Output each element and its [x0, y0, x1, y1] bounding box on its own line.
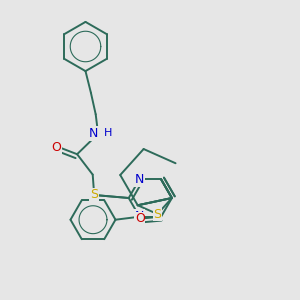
Text: O: O — [135, 212, 145, 225]
Text: S: S — [90, 188, 98, 202]
Text: S: S — [153, 208, 161, 220]
Text: H: H — [104, 128, 112, 139]
Text: N: N — [135, 210, 144, 223]
Text: O: O — [52, 141, 61, 154]
Text: N: N — [135, 173, 144, 186]
Text: N: N — [89, 127, 99, 140]
